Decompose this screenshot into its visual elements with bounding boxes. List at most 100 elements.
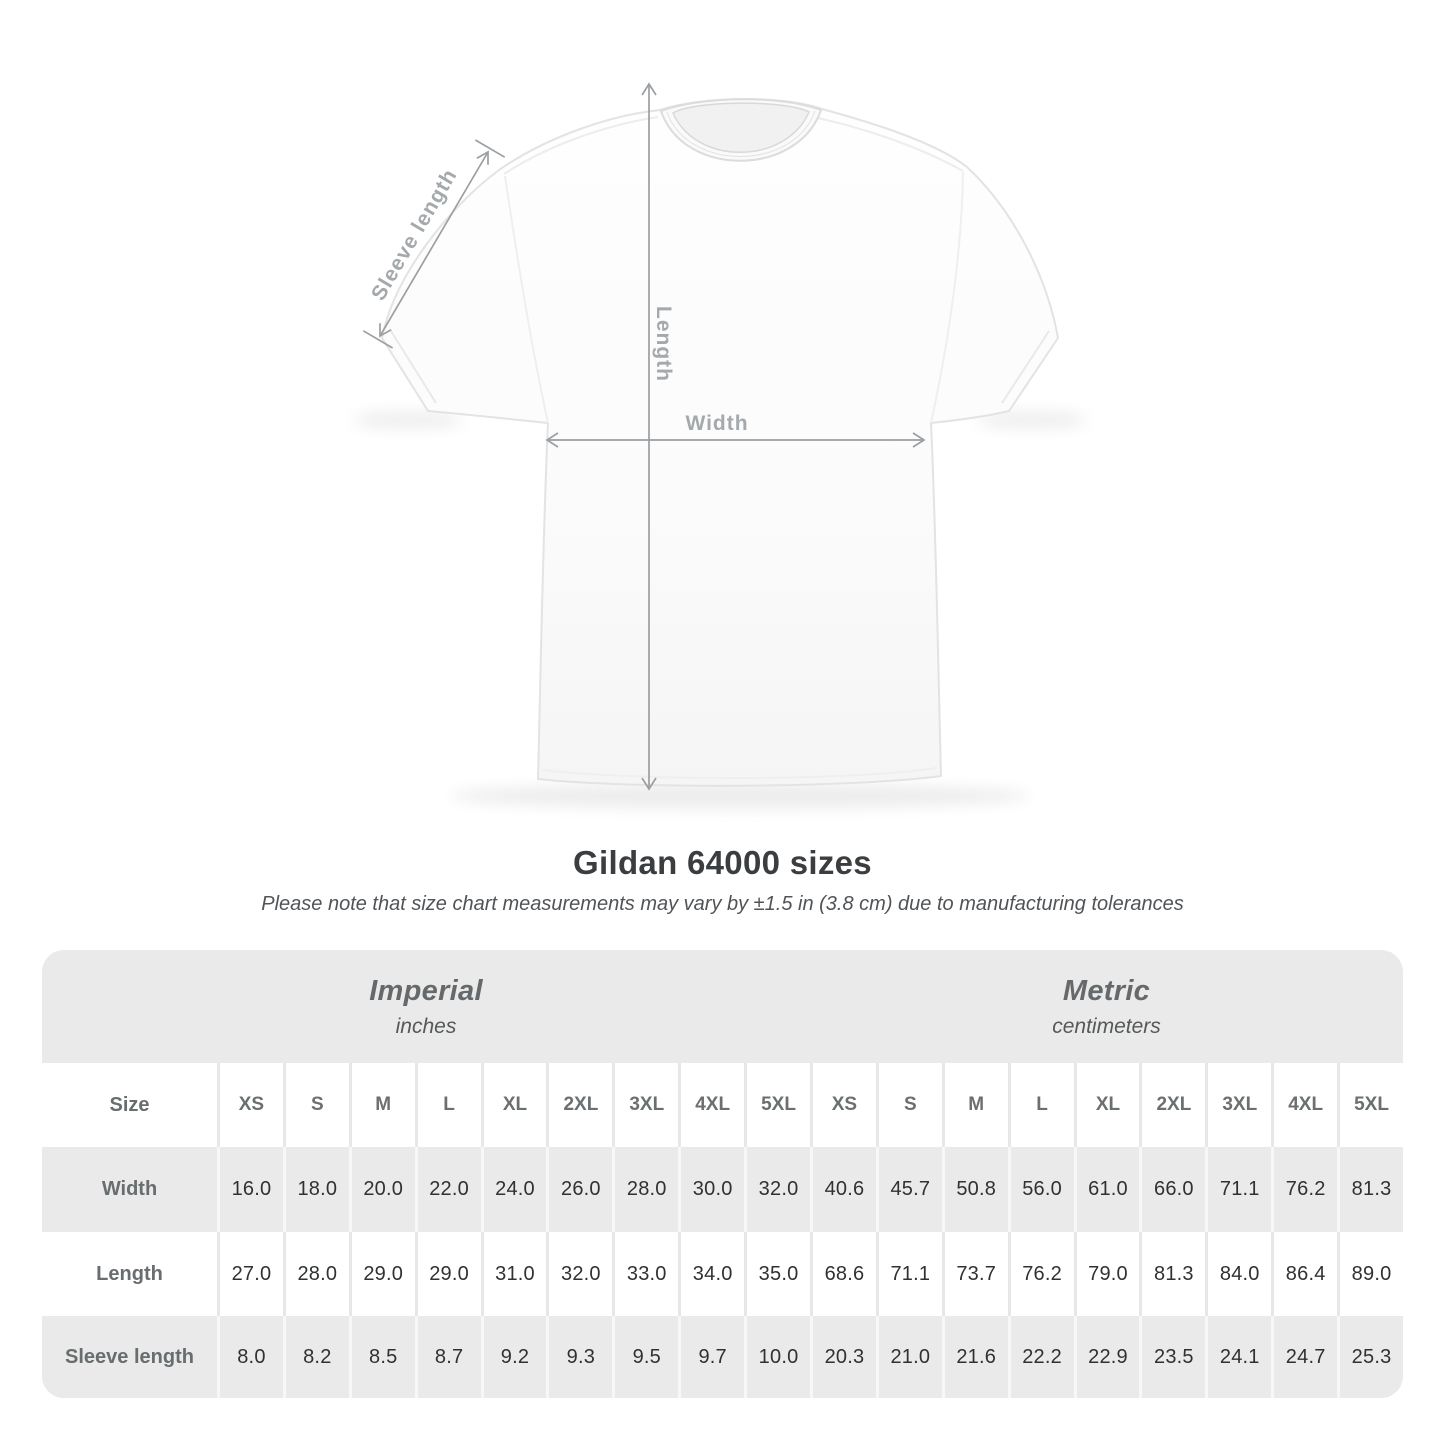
value-cell: 24.7 (1271, 1316, 1337, 1398)
size-row-label: Size (109, 1093, 150, 1116)
title-block: Gildan 64000 sizes Please note that size… (0, 844, 1445, 916)
value-cell: 32.0 (744, 1147, 810, 1232)
value-cell: 18.0 (282, 1147, 349, 1232)
size-cell: 5XL (744, 1063, 810, 1147)
value-cell: 76.2 (1007, 1232, 1074, 1316)
metric-unit: centimeters (1052, 1014, 1161, 1038)
value-cell: 20.0 (348, 1147, 415, 1232)
row-label: Length (96, 1262, 163, 1285)
size-cell: L (1007, 1063, 1074, 1147)
value-cell: 31.0 (480, 1232, 547, 1316)
value-cell: 29.0 (348, 1232, 415, 1316)
value-cell: 79.0 (1073, 1232, 1140, 1316)
value-cell: 61.0 (1073, 1147, 1140, 1232)
tshirt-image (381, 98, 1059, 787)
length-annotation: Length (641, 82, 675, 791)
width-label: Width (685, 412, 748, 435)
tshirt-diagram: Sleeve length Length Width (353, 82, 1087, 809)
value-cell: 9.7 (678, 1316, 744, 1398)
value-cell: 76.2 (1271, 1147, 1337, 1232)
size-cell: 2XL (546, 1063, 612, 1147)
value-cell: 35.0 (744, 1232, 810, 1316)
value-cell: 89.0 (1337, 1232, 1403, 1316)
value-cell: 86.4 (1271, 1232, 1337, 1316)
value-cell: 9.2 (480, 1316, 547, 1398)
size-cell: M (941, 1063, 1008, 1147)
size-table: Imperial inches Metric centimeters Size … (42, 950, 1403, 1398)
value-cell: 40.6 (809, 1147, 876, 1232)
size-cell: S (282, 1063, 349, 1147)
value-cell: 66.0 (1139, 1147, 1205, 1232)
value-cell: 22.9 (1073, 1316, 1140, 1398)
value-cell: 8.5 (348, 1316, 415, 1398)
value-cell: 28.0 (282, 1232, 349, 1316)
value-cell: 23.5 (1139, 1316, 1205, 1398)
imperial-header: Imperial inches (42, 950, 810, 1063)
size-cell: XL (1073, 1063, 1140, 1147)
value-cell: 8.7 (414, 1316, 481, 1398)
value-cell: 8.0 (217, 1316, 283, 1398)
size-cell: 3XL (612, 1063, 678, 1147)
value-cell: 20.3 (809, 1316, 876, 1398)
imperial-title: Imperial (369, 974, 483, 1007)
value-cell: 28.0 (612, 1147, 678, 1232)
size-cell: 3XL (1205, 1063, 1271, 1147)
sleeve-length-row: Sleeve length 8.0 8.2 8.5 8.7 9.2 9.3 9.… (42, 1316, 1403, 1398)
size-cell: 4XL (678, 1063, 744, 1147)
size-cell: XS (809, 1063, 876, 1147)
value-cell: 16.0 (217, 1147, 283, 1232)
value-cell: 71.1 (1205, 1147, 1271, 1232)
value-cell: 9.5 (612, 1316, 678, 1398)
length-label: Length (652, 306, 675, 382)
metric-header: Metric centimeters (810, 950, 1403, 1063)
value-cell: 81.3 (1337, 1147, 1403, 1232)
value-cell: 33.0 (612, 1232, 678, 1316)
size-cell: 5XL (1337, 1063, 1403, 1147)
size-header-row: Size XS S M L XL 2XL 3XL 4XL 5XL XS S M … (42, 1063, 1403, 1147)
value-cell: 9.3 (546, 1316, 612, 1398)
value-cell: 45.7 (875, 1147, 942, 1232)
value-cell: 50.8 (941, 1147, 1008, 1232)
size-cell: 4XL (1271, 1063, 1337, 1147)
unit-system-header: Imperial inches Metric centimeters (42, 950, 1403, 1063)
value-cell: 22.2 (1007, 1316, 1074, 1398)
value-cell: 22.0 (414, 1147, 481, 1232)
value-cell: 34.0 (678, 1232, 744, 1316)
value-cell: 73.7 (941, 1232, 1008, 1316)
value-cell: 32.0 (546, 1232, 612, 1316)
value-cell: 25.3 (1337, 1316, 1403, 1398)
value-cell: 24.1 (1205, 1316, 1271, 1398)
value-cell: 27.0 (217, 1232, 283, 1316)
value-cell: 21.0 (875, 1316, 942, 1398)
value-cell: 56.0 (1007, 1147, 1074, 1232)
value-cell: 8.2 (282, 1316, 349, 1398)
value-cell: 10.0 (744, 1316, 810, 1398)
size-cell: M (348, 1063, 415, 1147)
value-cell: 71.1 (875, 1232, 942, 1316)
tshirt-shadow (353, 410, 1087, 809)
length-row: Length 27.0 28.0 29.0 29.0 31.0 32.0 33.… (42, 1232, 1403, 1316)
value-cell: 81.3 (1139, 1232, 1205, 1316)
row-label: Sleeve length (65, 1345, 194, 1368)
imperial-unit: inches (395, 1014, 457, 1038)
value-cell: 26.0 (546, 1147, 612, 1232)
value-cell: 68.6 (809, 1232, 876, 1316)
metric-title: Metric (1062, 974, 1151, 1007)
page-title: Gildan 64000 sizes (573, 844, 872, 881)
value-cell: 30.0 (678, 1147, 744, 1232)
size-cell: XS (217, 1063, 283, 1147)
value-cell: 29.0 (414, 1232, 481, 1316)
size-cell: S (875, 1063, 942, 1147)
tolerance-note: Please note that size chart measurements… (261, 893, 1184, 915)
value-cell: 21.6 (941, 1316, 1008, 1398)
size-cell: XL (480, 1063, 547, 1147)
tshirt-collar (659, 98, 823, 162)
width-annotation: Width (545, 412, 926, 448)
size-cell: 2XL (1139, 1063, 1205, 1147)
size-cell: L (414, 1063, 481, 1147)
row-label: Width (101, 1178, 158, 1200)
width-row: Width 16.0 18.0 20.0 22.0 24.0 26.0 28.0… (42, 1147, 1403, 1232)
value-cell: 84.0 (1205, 1232, 1271, 1316)
value-cell: 24.0 (480, 1147, 547, 1232)
